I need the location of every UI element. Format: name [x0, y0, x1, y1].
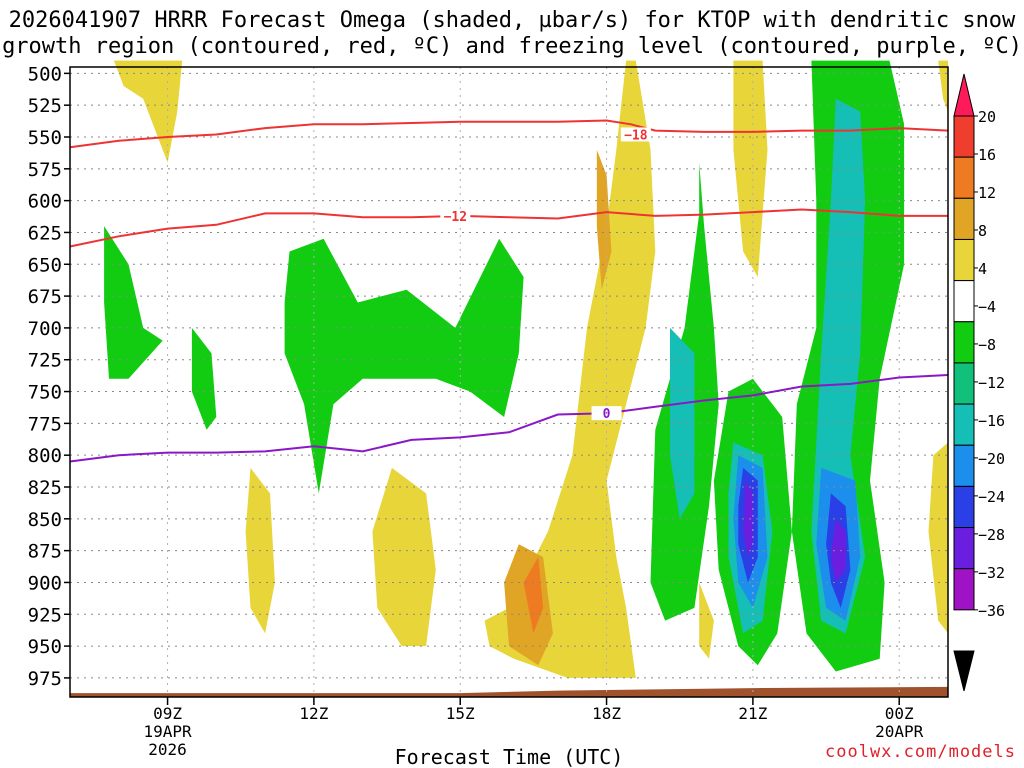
x-tick-date-00Z: 20APR: [875, 722, 924, 741]
x-tick-label-15Z: 15Z: [446, 704, 475, 723]
y-tick-label-825: 825: [28, 477, 62, 499]
source-watermark: coolwx.com/models: [825, 742, 1016, 762]
contour-label-bg--18: [620, 127, 651, 142]
y-tick-label-950: 950: [28, 636, 62, 658]
colorbar-top-arrow: [953, 73, 975, 117]
y-tick-label-575: 575: [28, 159, 62, 181]
colorbar-bin-5: [953, 280, 975, 323]
contour-label--18: −18: [624, 128, 648, 143]
y-tick-label-750: 750: [28, 382, 62, 404]
omega-region-9: [104, 226, 163, 379]
y-tick-label-700: 700: [28, 318, 62, 340]
colorbar-bin-12: [953, 568, 975, 611]
grid-lines: [70, 67, 948, 697]
colorbar-label-7: −12: [978, 374, 1005, 392]
y-tick-label-550: 550: [28, 127, 62, 149]
colorbar-bin-8: [953, 403, 975, 446]
colorbar-bin-9: [953, 444, 975, 487]
chart-title-line2: growth region (contoured, red, ºC) and f…: [2, 34, 1022, 59]
y-tick-label-925: 925: [28, 604, 62, 626]
x-tick-year-09Z: 2026: [148, 740, 187, 759]
y-tick-label-975: 975: [28, 668, 62, 690]
y-tick-label-600: 600: [28, 191, 62, 213]
colorbar-bin-2: [953, 156, 975, 199]
omega-region-24: [928, 442, 948, 634]
colorbar-bin-11: [953, 527, 975, 570]
colorbar-label-0: 20: [978, 108, 996, 126]
omega-region-2: [596, 149, 612, 290]
omega-region-23: [743, 480, 753, 557]
y-tick-label-725: 725: [28, 350, 62, 372]
omega-region-25: [938, 60, 948, 112]
y-tick-label-500: 500: [28, 63, 62, 85]
ground-fill: [70, 686, 948, 697]
colorbar-label-11: −28: [978, 526, 1005, 544]
colorbar-bin-7: [953, 362, 975, 405]
omega-region-1: [484, 60, 656, 678]
colorbar-label-1: 16: [978, 146, 996, 164]
colorbar-label-3: 8: [978, 222, 987, 240]
x-tick-date-09Z: 19APR: [143, 722, 192, 741]
y-tick-label-875: 875: [28, 541, 62, 563]
x-axis-label: Forecast Time (UTC): [395, 745, 624, 768]
colorbar-label-4: 4: [978, 260, 987, 278]
y-tick-label-650: 650: [28, 254, 62, 276]
colorbar-label-5: −4: [978, 298, 996, 316]
omega-region-11: [284, 238, 524, 494]
omega-region-8: [699, 582, 714, 659]
chart-title-line1: 2026041907 HRRR Forecast Omega (shaded, …: [8, 8, 1016, 33]
contour-lines: −18 −12 0: [69, 119, 949, 463]
y-tick-label-775: 775: [28, 413, 62, 435]
contour-label-bg--12: [440, 208, 471, 223]
colorbar-label-8: −16: [978, 412, 1005, 430]
colorbar-label-6: −8: [978, 336, 996, 354]
plot-frame: [69, 66, 949, 698]
omega-region-22: [830, 518, 846, 583]
y-tick-label-800: 800: [28, 445, 62, 467]
y-tick-label-675: 675: [28, 286, 62, 308]
colorbar-label-12: −32: [978, 564, 1005, 582]
contour-label--12: −12: [444, 210, 467, 225]
y-axis: 500 525 550 575 600 625 650 675 700 725 750 775 800 8…: [28, 63, 70, 690]
colorbar-bin-1: [953, 115, 975, 158]
y-tick-label-625: 625: [28, 222, 62, 244]
chart-title: 2026041907 HRRR Forecast Omega (shaded, …: [0, 8, 1024, 60]
x-tick-label-18Z: 18Z: [592, 704, 621, 723]
colorbar-bin-3: [953, 197, 975, 240]
omega-shading: [104, 60, 948, 678]
x-tick-label-00Z: 00Z: [885, 704, 914, 723]
omega-region-10: [191, 327, 217, 430]
colorbar-bottom-arrow: [953, 650, 975, 692]
y-tick-label-900: 900: [28, 572, 62, 594]
x-tick-label-12Z: 12Z: [299, 704, 328, 723]
omega-region-4: [523, 557, 544, 634]
colorbar-bin-10: [953, 485, 975, 529]
omega-region-17: [670, 327, 695, 519]
colorbar-bin-6: [953, 321, 975, 364]
colorbar-label-13: −36: [978, 602, 1005, 620]
ground-strip: [70, 686, 948, 697]
colorbar-label-10: −24: [978, 488, 1005, 506]
y-tick-label-850: 850: [28, 509, 62, 531]
contour-label-bg-0: [591, 406, 622, 421]
colorbar-label-9: −20: [978, 450, 1005, 468]
y-tick-label-525: 525: [28, 95, 62, 117]
colorbar-label-2: 12: [978, 184, 996, 202]
colorbar: 20 16 12 8 4 −4 −8 −12 −16 −20 −24 −28 −32 −36: [953, 73, 1005, 692]
contour-line--12: [69, 208, 948, 248]
omega-region-6: [372, 467, 436, 647]
x-tick-label-21Z: 21Z: [738, 704, 767, 723]
omega-region-0: [113, 60, 183, 163]
contour-line--18: [69, 119, 949, 149]
x-tick-label-09Z: 09Z: [153, 704, 182, 723]
contour-label-0: 0: [603, 407, 611, 422]
contour-line-0: [69, 374, 949, 463]
colorbar-bin-4: [953, 238, 975, 282]
